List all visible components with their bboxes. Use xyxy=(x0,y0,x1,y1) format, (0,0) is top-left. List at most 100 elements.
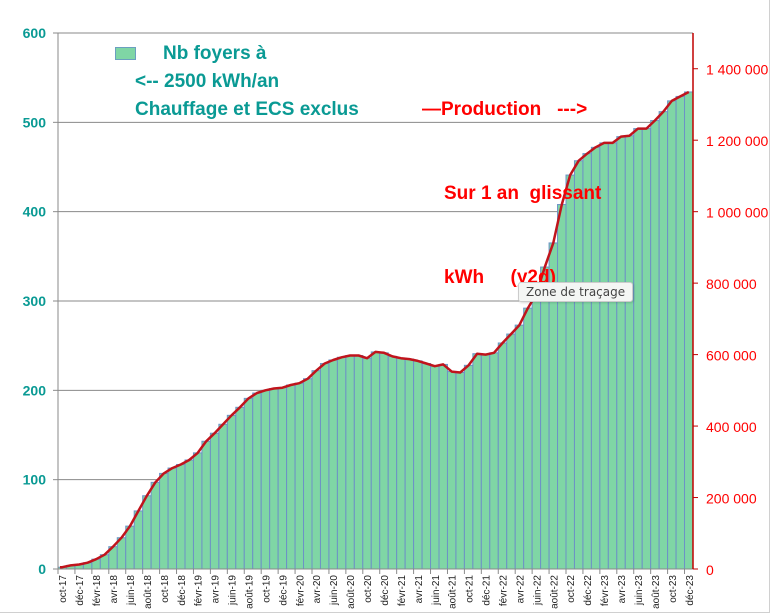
right-axis-tick-label: 1 200 000 xyxy=(706,133,768,149)
bar xyxy=(150,481,161,570)
bar xyxy=(209,432,220,570)
bar xyxy=(192,452,203,570)
right-axis-tick-label: 400 000 xyxy=(706,419,757,435)
x-axis-tick-label: oct-17 xyxy=(58,575,69,603)
right-axis-tick-label: 200 000 xyxy=(706,491,757,507)
bar xyxy=(489,352,499,570)
bar xyxy=(311,370,321,570)
x-axis-tick-label: juin-20 xyxy=(329,575,340,606)
x-axis-tick-label: oct-18 xyxy=(160,575,171,603)
x-axis-tick-label: oct-22 xyxy=(566,575,577,603)
bar xyxy=(176,463,186,570)
right-axis-tick-label: 800 000 xyxy=(706,276,757,292)
bar xyxy=(531,293,542,570)
x-axis-tick-label: déc-17 xyxy=(75,575,86,606)
bar xyxy=(404,358,415,570)
bar xyxy=(624,135,635,570)
legend-bars-line-3: Chauffage et ECS exclus xyxy=(135,99,359,120)
bar xyxy=(159,472,169,570)
bar xyxy=(345,354,355,570)
bar xyxy=(607,142,618,570)
x-axis-tick-label: juin-19 xyxy=(228,575,239,606)
left-axis-tick-label: 600 xyxy=(23,25,47,41)
x-axis-tick-label: avr-19 xyxy=(211,575,222,604)
plot-area-tooltip: Zone de traçage xyxy=(518,282,634,302)
bar xyxy=(260,389,271,570)
bar xyxy=(641,128,652,570)
bar xyxy=(362,357,372,570)
bar xyxy=(252,392,262,570)
bar xyxy=(277,387,288,570)
bar xyxy=(684,91,694,570)
bar xyxy=(379,352,389,570)
bar xyxy=(421,363,432,570)
bar xyxy=(675,95,686,570)
bar xyxy=(497,342,508,570)
x-axis-tick-label: déc-22 xyxy=(583,575,594,606)
bar xyxy=(480,354,491,570)
legend-bars-line-1: Nb foyers à xyxy=(163,43,267,64)
bar xyxy=(523,307,533,570)
left-axis-tick-label: 400 xyxy=(23,204,47,220)
x-axis-tick-label: juin-22 xyxy=(532,575,543,606)
right-axis-tick-label: 1 400 000 xyxy=(706,62,768,78)
x-axis-tick-label: avr-20 xyxy=(312,575,323,604)
x-axis-tick-label: août-19 xyxy=(245,575,256,609)
x-axis-tick-label: avr-22 xyxy=(515,575,526,604)
bar xyxy=(125,525,135,570)
bar xyxy=(387,355,398,570)
bar xyxy=(455,371,465,570)
bar xyxy=(616,136,626,570)
bar xyxy=(167,467,178,570)
bar xyxy=(294,382,305,570)
legend-swatch-bars xyxy=(115,47,136,60)
legend-line-line-2: Sur 1 an glissant xyxy=(444,183,602,204)
bar xyxy=(514,324,525,570)
x-axis-tick-label: août-20 xyxy=(346,575,357,609)
bar xyxy=(218,423,228,570)
x-axis-tick-label: déc-18 xyxy=(177,575,188,606)
right-axis-tick-label: 1 000 000 xyxy=(706,205,768,221)
bar xyxy=(506,333,516,570)
x-axis-tick-label: déc-20 xyxy=(380,575,391,606)
bar xyxy=(658,111,669,570)
bar xyxy=(413,360,423,570)
bar xyxy=(133,510,144,570)
bar xyxy=(472,353,482,570)
bar xyxy=(243,397,254,570)
x-axis-tick-label: févr-18 xyxy=(92,575,103,607)
bar xyxy=(303,378,313,570)
legend-line: —Production ---> Sur 1 an glissant kWh (… xyxy=(422,40,601,320)
x-axis-tick-label: août-23 xyxy=(651,575,662,609)
bar xyxy=(319,363,330,570)
right-axis-tick-label: 0 xyxy=(706,562,714,578)
x-axis-tick-label: août-22 xyxy=(549,575,560,609)
bar xyxy=(438,363,448,570)
bar xyxy=(184,459,194,570)
x-axis-tick-label: févr-19 xyxy=(194,575,205,607)
bar xyxy=(286,384,296,570)
x-axis-tick-label: févr-23 xyxy=(600,575,611,607)
x-axis-tick-label: juin-21 xyxy=(431,575,442,606)
x-axis-tick-label: févr-21 xyxy=(397,575,408,607)
x-axis-tick-label: août-18 xyxy=(143,575,154,609)
left-axis-tick-label: 200 xyxy=(23,382,47,398)
bar xyxy=(396,357,406,570)
x-axis-tick-label: oct-20 xyxy=(363,575,374,603)
x-axis-tick-label: août-21 xyxy=(448,575,459,609)
x-axis-tick-label: juin-18 xyxy=(126,575,137,606)
x-axis-tick-label: oct-23 xyxy=(668,575,679,603)
left-axis-tick-label: 500 xyxy=(23,114,47,130)
bar xyxy=(667,100,677,570)
legend-bars: Nb foyers à <-- 2500 kWh/an Chauffage et… xyxy=(113,40,359,124)
x-axis-tick-label: avr-21 xyxy=(414,575,425,604)
bar xyxy=(446,371,457,570)
x-axis-tick-label: févr-20 xyxy=(295,575,306,607)
bar xyxy=(201,440,211,570)
production-line xyxy=(60,90,690,569)
bar xyxy=(633,128,643,570)
x-axis-tick-label: oct-21 xyxy=(465,575,476,603)
x-axis-tick-label: déc-21 xyxy=(482,575,493,606)
